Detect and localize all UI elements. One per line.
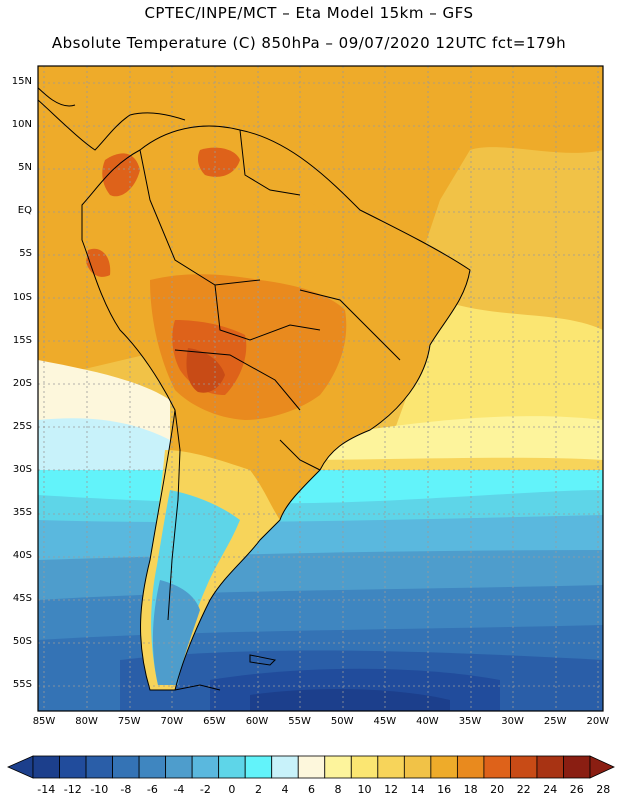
colorbar-tick-label: -12 [63,783,82,796]
lon-label: 70W [160,716,184,727]
colorbar-swatch [324,755,352,779]
map-title-line1: CPTEC/INPE/MCT – Eta Model 15km – GFS [144,4,474,22]
lat-label: 5S [19,248,32,260]
lat-label: 10N [11,119,32,131]
colorbar-tick-label: 18 [463,783,478,796]
lat-label: EQ [17,205,32,217]
lat-label: 5N [18,162,32,174]
lat-label: 15S [12,334,32,346]
lon-label: 30W [501,716,524,727]
lon-label: 80W [75,716,98,727]
coastlines [38,87,471,691]
colorbar-swatch [456,755,485,779]
colorbar-swatch [510,755,538,779]
lat-label: 55S [12,679,32,691]
colorbar-swatch [32,755,60,779]
lat-label: 30S [12,463,32,475]
colorbar-tick-label: 22 [516,783,531,796]
colorbar-swatch [563,755,591,779]
colorbar-tick-label: 28 [596,783,611,796]
colorbar-tick-label: -14 [37,783,56,796]
colorbar-tick-label: 4 [281,783,289,796]
lon-label: 75W [117,716,141,727]
colorbar-tick-label: -8 [120,783,132,796]
lat-label: 10S [12,291,32,303]
lon-label: 60W [245,716,269,727]
colorbar-swatch [483,755,511,779]
temperature-field [38,66,603,711]
colorbar-tick-label: 20 [490,783,505,796]
colorbar-tick-label: 10 [357,783,372,796]
colorbar-tick-label: 2 [254,783,262,796]
lat-label: 50S [12,636,32,648]
map-title-line2: Absolute Temperature (C) 850hPa – 09/07/… [51,34,567,52]
lon-label: 25W [543,716,567,727]
colorbar-tick-label: 0 [228,783,236,796]
lat-label: 45S [12,593,32,605]
lat-label: 35S [12,507,32,518]
colorbar-tick-label: -2 [199,783,211,796]
colorbar-swatch [536,755,564,779]
colorbar-swatch [112,755,140,779]
colorbar-swatch [59,755,87,779]
colorbar-tick-label: -4 [173,783,185,796]
colorbar-swatch [403,755,432,779]
colorbar [7,755,615,779]
lon-label: 50W [330,716,354,727]
colorbar-tick-label: 16 [437,783,452,796]
lat-label: 25S [12,420,32,432]
lat-label: 40S [12,550,32,562]
colorbar-tick-label: 24 [543,783,558,796]
colorbar-swatch [165,755,193,779]
colorbar-tick-label: 26 [569,783,584,796]
colorbar-arrow-left [7,755,34,779]
colorbar-swatch [85,755,113,779]
colorbar-tick-label: -10 [90,783,109,796]
colorbar-swatch [271,755,299,779]
colorbar-swatch [191,755,220,779]
colorbar-swatch [297,755,326,779]
lon-label: 20W [586,716,610,727]
colorbar-swatch [350,755,379,779]
map-frame [37,65,604,712]
lon-label: 85W [32,716,56,727]
lon-label: 55W [288,716,311,727]
colorbar-tick-label: 8 [334,783,342,796]
colorbar-swatch [430,755,458,779]
colorbar-swatch [377,755,405,779]
colorbar-swatch [138,755,167,779]
lat-label: 20S [12,377,32,389]
lat-label: 15N [11,76,32,87]
lon-label: 35W [458,716,482,727]
colorbar-swatch [244,755,273,779]
lon-label: 65W [203,716,226,727]
colorbar-tick-label: 14 [410,783,425,796]
colorbar-arrow-right [589,755,615,779]
colorbar-tick-label: 12 [384,783,399,796]
graticule [38,66,603,711]
lon-label: 45W [373,716,397,727]
colorbar-tick-label: -6 [146,783,158,796]
colorbar-tick-label: 6 [308,783,315,796]
lon-label: 40W [416,716,439,727]
colorbar-swatch [218,755,246,779]
